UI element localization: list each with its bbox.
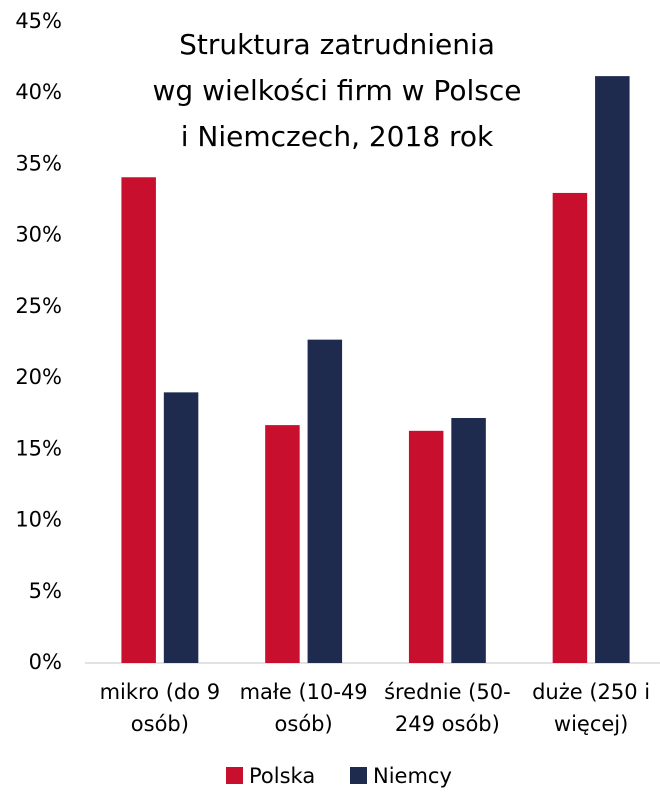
bar xyxy=(408,430,444,663)
y-tick-label: 0% xyxy=(29,650,62,674)
legend-swatch xyxy=(226,767,243,784)
chart-title: Struktura zatrudnienia wg wielkości firm … xyxy=(153,28,522,153)
bar xyxy=(552,192,588,663)
bar xyxy=(163,392,199,663)
legend-label: Niemcy xyxy=(373,764,452,788)
bar xyxy=(595,76,630,663)
bar xyxy=(121,177,156,663)
y-tick-label: 10% xyxy=(15,508,62,532)
y-tick-label: 35% xyxy=(15,151,62,175)
y-tick-label: 30% xyxy=(15,223,62,247)
x-tick-label: mikro (do 9 osób) xyxy=(100,680,221,736)
bar xyxy=(265,425,300,663)
legend-swatch xyxy=(350,767,367,784)
y-tick-label: 5% xyxy=(29,579,62,603)
y-tick-label: 45% xyxy=(15,9,62,33)
y-tick-label: 40% xyxy=(15,80,62,104)
legend-label: Polska xyxy=(249,764,315,788)
x-tick-label: małe (10-49 osób) xyxy=(240,680,368,736)
y-tick-label: 15% xyxy=(15,436,62,460)
x-tick-label: duże (250 i więcej) xyxy=(532,680,650,736)
y-tick-label: 20% xyxy=(15,365,62,389)
x-tick-label: średnie (50-249 osób) xyxy=(384,680,511,736)
bar xyxy=(307,339,343,663)
y-tick-label: 25% xyxy=(15,294,62,318)
bar xyxy=(451,417,486,663)
